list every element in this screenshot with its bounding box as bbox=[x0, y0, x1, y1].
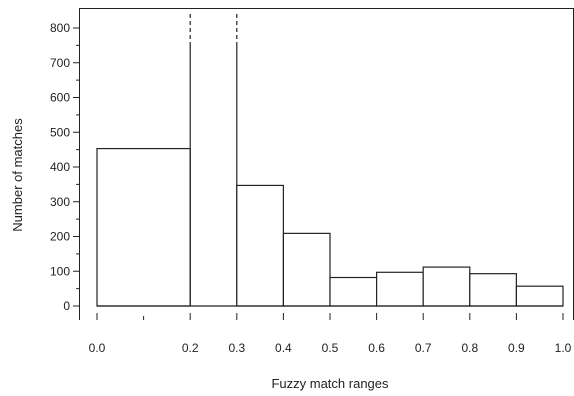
x-tick-label: 0.4 bbox=[275, 341, 292, 355]
histogram-bar bbox=[96, 147, 191, 307]
y-tick-label: 500 bbox=[50, 125, 70, 139]
y-tick-label: 400 bbox=[50, 160, 70, 174]
x-tick-label: 0.9 bbox=[508, 341, 525, 355]
x-tick-label: 0.8 bbox=[461, 341, 478, 355]
y-tick-label: 200 bbox=[50, 230, 70, 244]
y-tick-label: 300 bbox=[50, 195, 70, 209]
x-tick-label: 0.5 bbox=[322, 341, 339, 355]
x-tick-label: 0.3 bbox=[228, 341, 245, 355]
histogram-bar bbox=[282, 232, 331, 307]
x-tick-label: 1.0 bbox=[555, 341, 572, 355]
histogram-bar bbox=[236, 184, 285, 307]
x-tick-label: 0.6 bbox=[368, 341, 385, 355]
x-tick-label: 0.7 bbox=[415, 341, 432, 355]
y-axis-label: Number of matches bbox=[10, 118, 25, 232]
histogram-bar bbox=[515, 285, 564, 307]
histogram-bar-truncated bbox=[189, 46, 238, 306]
y-tick-label: 600 bbox=[50, 91, 70, 105]
bars-group bbox=[96, 14, 564, 307]
histogram-bar bbox=[329, 276, 378, 307]
y-tick-label: 700 bbox=[50, 56, 70, 70]
x-axis-label: Fuzzy match ranges bbox=[271, 376, 389, 391]
histogram-bar bbox=[422, 266, 471, 307]
x-tick-label: 0.2 bbox=[182, 341, 199, 355]
y-tick-label: 800 bbox=[50, 21, 70, 35]
y-tick-label: 0 bbox=[63, 299, 70, 313]
y-tick-label: 100 bbox=[50, 264, 70, 278]
histogram-bar bbox=[469, 273, 517, 307]
ticks-group: 0 100 200 300 400 500 600 700 800 0.0 0.2 0.3 0.4 0.5… bbox=[50, 21, 572, 355]
histogram-bar bbox=[376, 271, 424, 307]
x-tick-label: 0.0 bbox=[89, 341, 106, 355]
